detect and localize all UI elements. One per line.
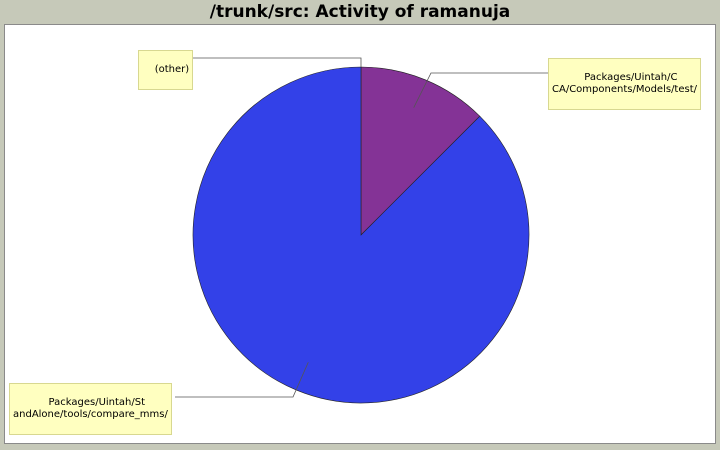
slice-label-line: andAlone/tools/compare_mms/ — [13, 409, 168, 420]
slice-label-other: (other) — [138, 50, 194, 90]
slice-label-standalone-compare-mms: Packages/Uintah/St andAlone/tools/compare… — [9, 383, 172, 435]
slice-label-line: CA/Components/Models/test/ — [552, 84, 698, 95]
leader-line — [175, 362, 309, 398]
leader-line — [176, 57, 362, 67]
leader-line — [413, 72, 548, 108]
slice-cca-models-test — [360, 66, 481, 236]
slice-label-line: (other) — [154, 64, 190, 75]
chart-title: /trunk/src: Activity of ramanuja — [209, 2, 511, 22]
slice-label-line: Packages/Uintah/St — [48, 397, 146, 408]
slice-label-line: Packages/Uintah/C — [584, 72, 678, 83]
pie-chart — [175, 57, 548, 404]
plot-area: Packages/Uintah/C CA/Components/Models/te… — [4, 24, 716, 444]
slice-standalone-compare-mms — [192, 66, 530, 404]
slice-label-cca-models-test: Packages/Uintah/C CA/Components/Models/te… — [548, 58, 702, 110]
